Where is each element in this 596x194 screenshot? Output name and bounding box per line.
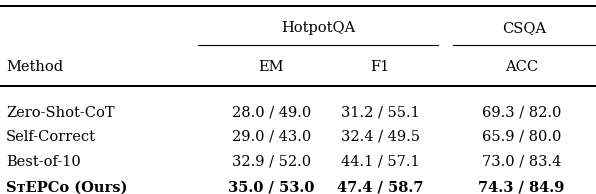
- Text: 69.3 / 82.0: 69.3 / 82.0: [482, 106, 561, 120]
- Text: 32.4 / 49.5: 32.4 / 49.5: [341, 130, 420, 144]
- Text: F1: F1: [371, 60, 390, 74]
- Text: ACC: ACC: [505, 60, 538, 74]
- Text: Self-Correct: Self-Correct: [6, 130, 96, 144]
- Text: Method: Method: [6, 60, 63, 74]
- Text: CSQA: CSQA: [502, 21, 547, 35]
- Text: 73.0 / 83.4: 73.0 / 83.4: [482, 155, 561, 169]
- Text: 35.0 / 53.0: 35.0 / 53.0: [228, 180, 314, 194]
- Text: 44.1 / 57.1: 44.1 / 57.1: [341, 155, 420, 169]
- Text: EM: EM: [259, 60, 284, 74]
- Text: HotpotQA: HotpotQA: [281, 21, 355, 35]
- Text: Zero-Shot-CoT: Zero-Shot-CoT: [6, 106, 114, 120]
- Text: 32.9 / 52.0: 32.9 / 52.0: [232, 155, 311, 169]
- Text: 65.9 / 80.0: 65.9 / 80.0: [482, 130, 561, 144]
- Text: 31.2 / 55.1: 31.2 / 55.1: [341, 106, 420, 120]
- Text: 29.0 / 43.0: 29.0 / 43.0: [232, 130, 311, 144]
- Text: 47.4 / 58.7: 47.4 / 58.7: [337, 180, 424, 194]
- Text: SᴛEPCᴏ (Ours): SᴛEPCᴏ (Ours): [6, 180, 128, 194]
- Text: 74.3 / 84.9: 74.3 / 84.9: [479, 180, 564, 194]
- Text: Best-of-10: Best-of-10: [6, 155, 80, 169]
- Text: 28.0 / 49.0: 28.0 / 49.0: [232, 106, 311, 120]
